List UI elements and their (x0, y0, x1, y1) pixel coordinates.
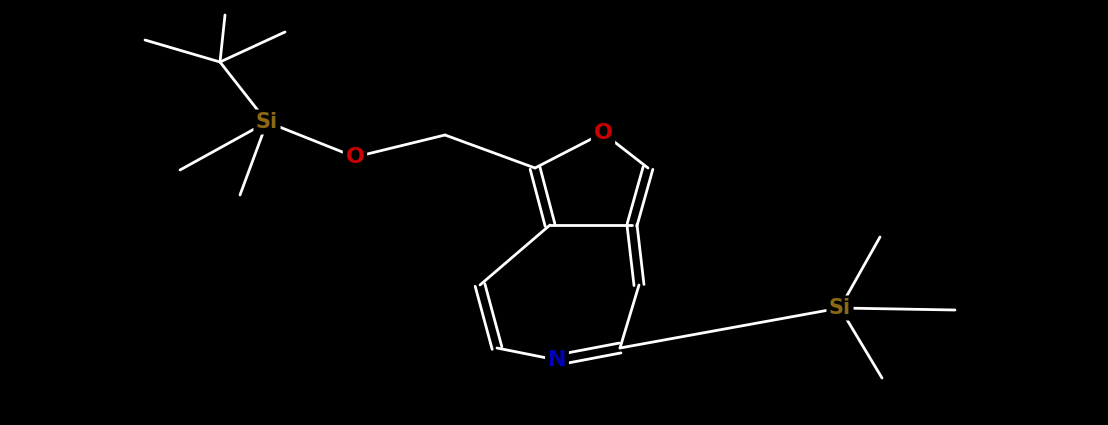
Text: Si: Si (829, 298, 851, 318)
Text: O: O (346, 147, 365, 167)
Text: Si: Si (256, 112, 278, 132)
Text: O: O (594, 123, 613, 143)
Text: N: N (547, 350, 566, 370)
